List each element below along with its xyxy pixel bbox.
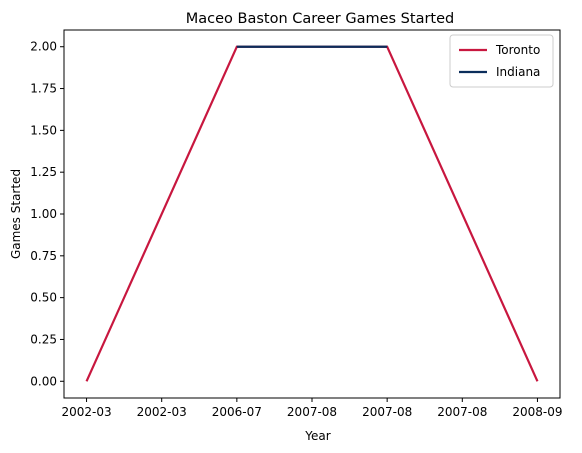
series-layer (85, 45, 539, 382)
x-tick-label: 2007-08 (362, 405, 412, 419)
legend: Toronto Indiana (449, 34, 554, 88)
y-tick-label: 1.00 (30, 207, 57, 221)
y-tick-label: 1.50 (30, 123, 57, 137)
y-tick-label: 0.50 (30, 291, 57, 305)
x-axis-label: Year (304, 429, 330, 443)
y-axis: 0.00 0.25 0.50 0.75 1.00 1.25 1.50 1.75 2.00 (30, 40, 64, 388)
x-tick-label: 2007-08 (437, 405, 487, 419)
y-axis-label: Games Started (9, 169, 23, 259)
x-tick-label: 2002-03 (61, 405, 111, 419)
y-tick-label: 0.25 (30, 332, 57, 346)
x-axis: 2002-03 2002-03 2006-07 2007-08 2007-08 2007-… (61, 398, 563, 419)
x-tick-label: 2007-08 (287, 405, 337, 419)
x-tick-label: 2008-09 (512, 405, 562, 419)
chart-title: Maceo Baston Career Games Started (186, 11, 454, 27)
legend-label-indiana: Indiana (496, 65, 540, 79)
legend-label-toronto: Toronto (495, 43, 540, 57)
y-tick-label: 0.75 (30, 249, 57, 263)
x-tick-label: 2006-07 (212, 405, 262, 419)
y-tick-label: 1.75 (30, 82, 57, 96)
y-tick-label: 2.00 (30, 40, 57, 54)
series-line-toronto (85, 45, 539, 382)
x-tick-label: 2002-03 (137, 405, 187, 419)
y-tick-label: 0.00 (30, 374, 57, 388)
legend-box (449, 34, 554, 88)
y-tick-label: 1.25 (30, 165, 57, 179)
